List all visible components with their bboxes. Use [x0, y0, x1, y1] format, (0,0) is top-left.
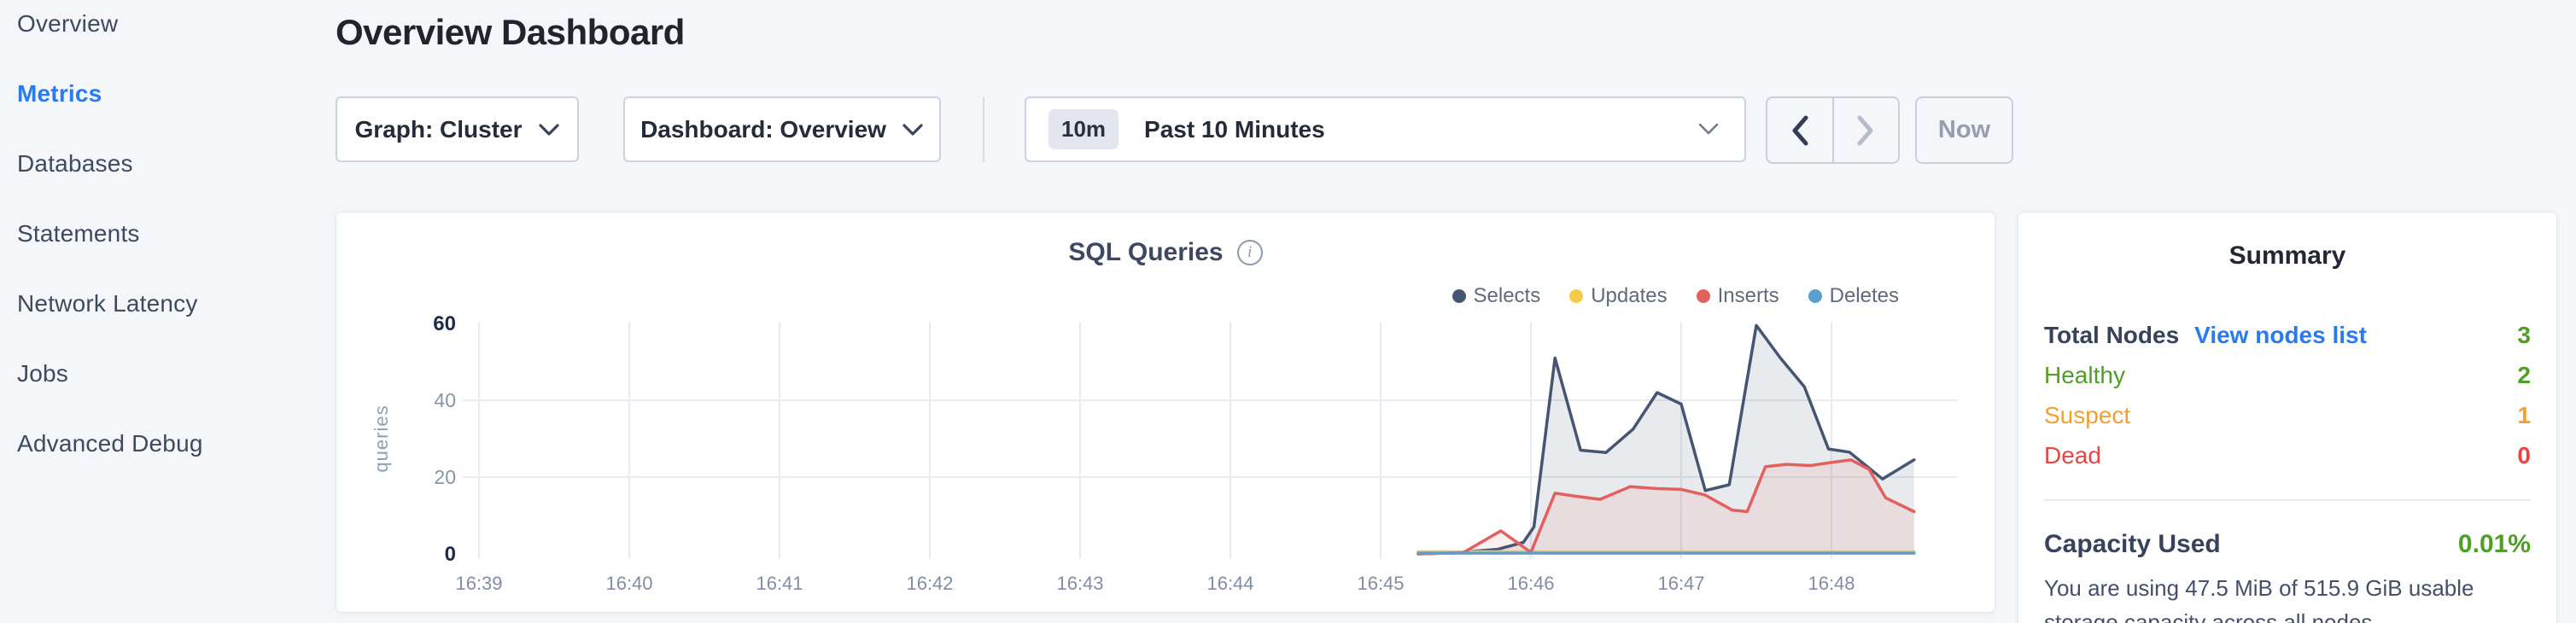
- sidebar-item-jobs[interactable]: Jobs: [17, 360, 68, 387]
- summary-row-value: 2: [2517, 361, 2531, 388]
- svg-text:16:47: 16:47: [1657, 573, 1704, 594]
- legend-label: Deletes: [1829, 284, 1899, 307]
- svg-text:16:39: 16:39: [455, 573, 502, 594]
- sidebar-item-network-latency[interactable]: Network Latency: [17, 290, 198, 317]
- summary-row-label: Total Nodes: [2044, 321, 2180, 348]
- time-step-arrows: [1766, 96, 1900, 164]
- summary-row-value: 3: [2517, 321, 2531, 348]
- capacity-description: You are using 47.5 MiB of 515.9 GiB usab…: [2044, 575, 2474, 623]
- summary-panel: Summary Total Nodes View nodes list 3 Healt…: [2018, 212, 2557, 623]
- sidebar-item-advanced-debug[interactable]: Advanced Debug: [17, 430, 203, 457]
- time-range-picker[interactable]: 10m Past 10 Minutes: [1025, 96, 1746, 162]
- page-title: Overview Dashboard: [336, 12, 685, 52]
- capacity-used-label: Capacity Used: [2044, 530, 2221, 558]
- time-range-label: Past 10 Minutes: [1144, 115, 1325, 143]
- legend-item-deletes[interactable]: Deletes: [1808, 284, 1899, 308]
- legend-dot-icon: [1452, 289, 1466, 303]
- sidebar-item-statements[interactable]: Statements: [17, 220, 140, 247]
- svg-text:16:46: 16:46: [1507, 573, 1554, 594]
- now-button[interactable]: Now: [1915, 96, 2013, 164]
- info-icon[interactable]: i: [1236, 240, 1263, 265]
- chevron-down-icon: [1697, 122, 1720, 137]
- graph-scope-label: Graph: Cluster: [354, 115, 523, 143]
- summary-row-label: Dead: [2044, 441, 2101, 469]
- legend-dot-icon: [1569, 289, 1584, 303]
- svg-text:16:44: 16:44: [1206, 573, 1253, 594]
- dashboard-label: Dashboard: Overview: [640, 115, 886, 143]
- next-time-button[interactable]: [1834, 98, 1899, 162]
- sql-queries-chart-card: SQL Queries i Selects Updates Inserts Delet…: [336, 212, 1995, 613]
- summary-row-label: Healthy: [2044, 361, 2125, 388]
- legend-label: Selects: [1473, 284, 1541, 307]
- toolbar-divider: [983, 96, 984, 162]
- svg-text:20: 20: [434, 466, 456, 488]
- chevron-down-icon: [538, 123, 560, 137]
- sidebar: Overview Metrics Databases Statements Networ…: [0, 0, 307, 623]
- sidebar-item-overview[interactable]: Overview: [17, 10, 119, 37]
- dashboard-dropdown[interactable]: Dashboard: Overview: [623, 96, 941, 162]
- summary-row-healthy: Healthy 2: [2044, 355, 2531, 395]
- chart-legend: Selects Updates Inserts Deletes: [1452, 284, 1899, 308]
- legend-dot-icon: [1696, 289, 1710, 303]
- svg-text:16:43: 16:43: [1056, 573, 1103, 594]
- legend-label: Inserts: [1717, 284, 1779, 307]
- summary-row-total-nodes: Total Nodes View nodes list 3: [2044, 315, 2531, 355]
- graph-scope-dropdown[interactable]: Graph: Cluster: [336, 96, 579, 162]
- view-nodes-list-link[interactable]: View nodes list: [2194, 321, 2367, 348]
- legend-item-selects[interactable]: Selects: [1452, 284, 1541, 308]
- legend-dot-icon: [1808, 289, 1822, 303]
- summary-row-value: 0: [2517, 441, 2531, 469]
- summary-row-label: Suspect: [2044, 401, 2131, 428]
- svg-text:queries: queries: [371, 405, 392, 472]
- chart-title: SQL Queries: [1068, 238, 1224, 266]
- svg-text:16:42: 16:42: [906, 573, 953, 594]
- chevron-down-icon: [902, 123, 924, 137]
- svg-text:60: 60: [433, 312, 456, 335]
- sql-queries-chart[interactable]: 16:39 16:40 16:41 16:42 16:43 16:44 16:45 16:46…: [336, 213, 1996, 614]
- svg-text:16:45: 16:45: [1357, 573, 1404, 594]
- legend-item-updates[interactable]: Updates: [1569, 284, 1668, 308]
- svg-text:16:41: 16:41: [756, 573, 803, 594]
- summary-row-dead: Dead 0: [2044, 435, 2531, 475]
- svg-text:40: 40: [434, 389, 456, 411]
- summary-divider: [2044, 499, 2531, 501]
- previous-time-button[interactable]: [1767, 98, 1834, 162]
- svg-text:16:48: 16:48: [1808, 573, 1855, 594]
- summary-title: Summary: [2228, 242, 2346, 270]
- summary-row-value: 1: [2517, 401, 2531, 428]
- legend-label: Updates: [1591, 284, 1668, 307]
- sidebar-item-databases[interactable]: Databases: [17, 150, 133, 177]
- time-range-badge: 10m: [1049, 109, 1119, 149]
- capacity-used-value: 0.01%: [2457, 530, 2531, 558]
- summary-row-suspect: Suspect 1: [2044, 395, 2531, 435]
- sidebar-item-metrics[interactable]: Metrics: [17, 80, 102, 107]
- legend-item-inserts[interactable]: Inserts: [1696, 284, 1779, 308]
- svg-text:16:40: 16:40: [605, 573, 652, 594]
- svg-text:0: 0: [445, 543, 456, 566]
